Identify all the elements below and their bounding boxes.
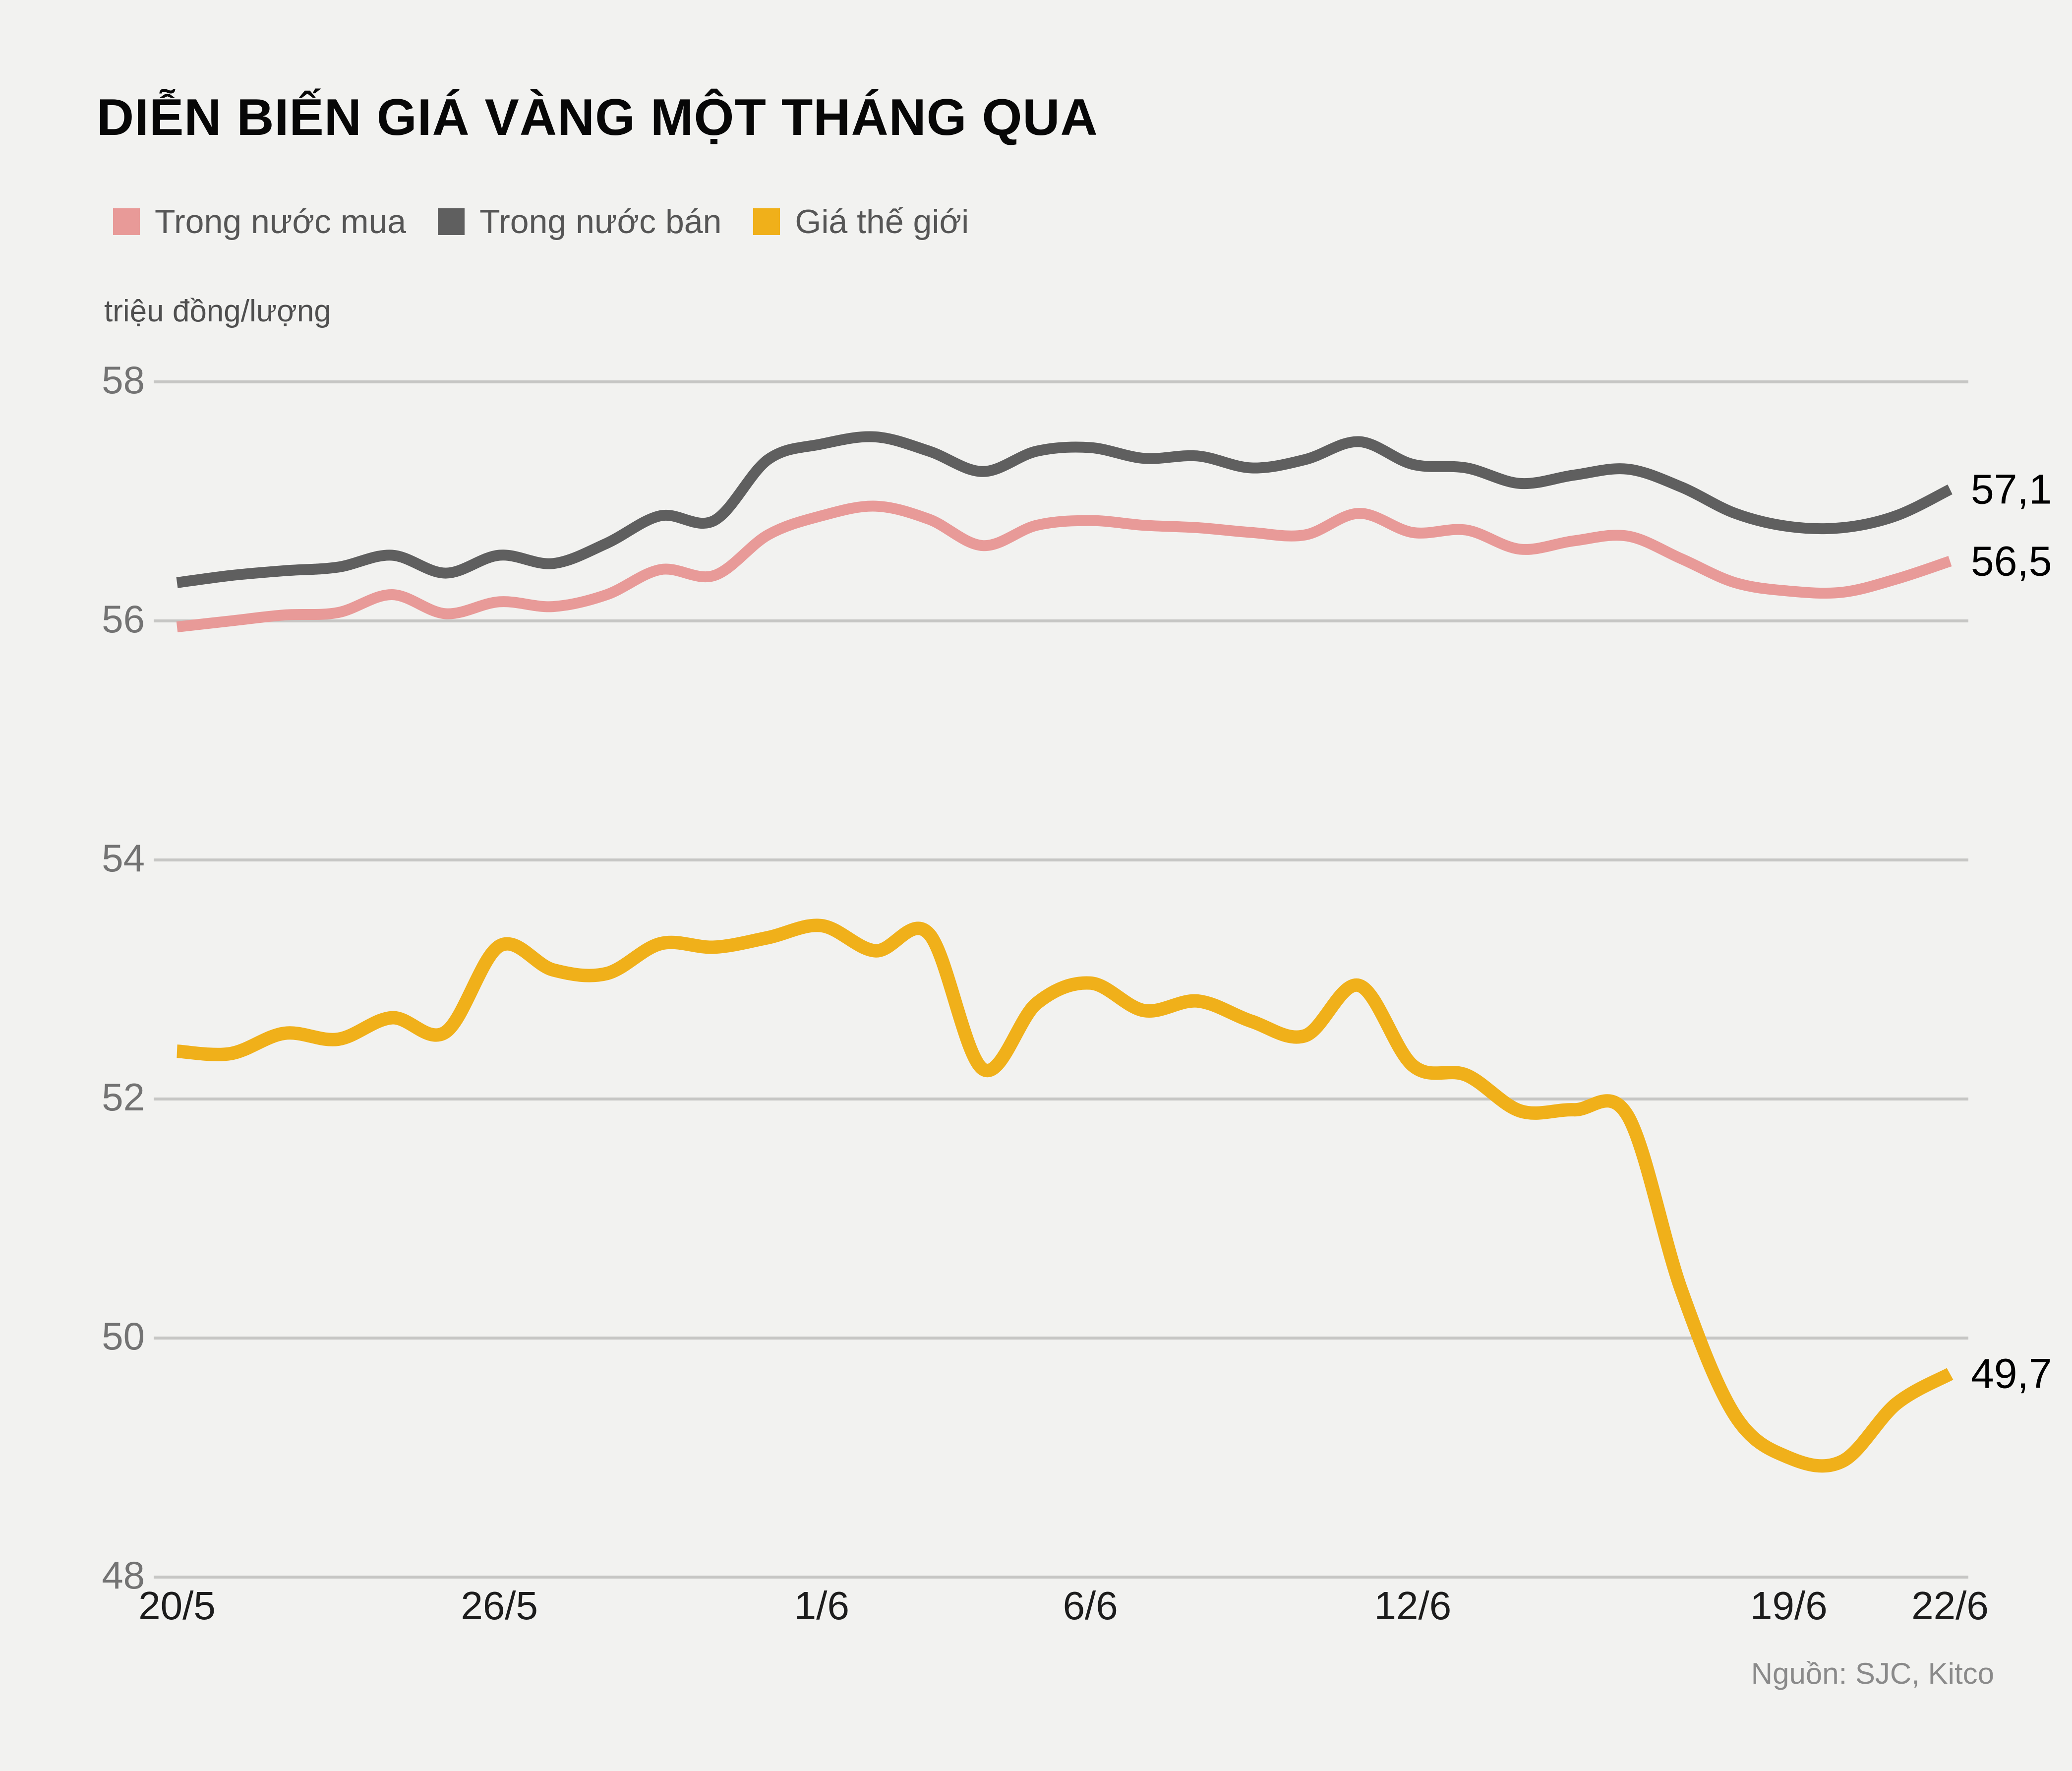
x-axis-tick-label: 26/5 xyxy=(461,1584,538,1628)
series-line-trong-n-c-b-n xyxy=(176,431,1953,588)
legend: Trong nước mua Trong nước bán Giá thế gi… xyxy=(113,202,969,241)
y-axis-tick-label: 58 xyxy=(102,358,145,402)
y-axis-unit-label: triệu đồng/lượng xyxy=(104,294,331,328)
source-credit: Nguồn: SJC, Kitco xyxy=(1751,1657,1994,1690)
series-end-value-label: 57,1 xyxy=(1971,466,2052,513)
series-line-trong-n-c-mua xyxy=(176,500,1952,632)
x-axis-tick-label: 12/6 xyxy=(1374,1584,1452,1628)
y-axis-tick-label: 54 xyxy=(102,836,145,880)
legend-label-world: Giá thế giới xyxy=(795,203,969,241)
legend-label-buy: Trong nước mua xyxy=(155,203,407,241)
page-title: DIỄN BIẾN GIÁ VÀNG MỘT THÁNG QUA xyxy=(97,89,1098,146)
y-axis-tick-label: 48 xyxy=(102,1553,145,1597)
x-axis-tick-label: 6/6 xyxy=(1063,1584,1118,1628)
y-axis-tick-label: 50 xyxy=(102,1314,145,1358)
x-axis-tick-label: 19/6 xyxy=(1750,1584,1828,1628)
legend-label-sell: Trong nước bán xyxy=(479,203,722,241)
series-line-gi-th-gi-i xyxy=(177,918,1954,1473)
x-axis-tick-label: 20/5 xyxy=(138,1584,216,1628)
series-end-value-label: 56,5 xyxy=(1971,538,2052,584)
buy-series-swatch-icon xyxy=(113,208,140,235)
legend-item-world: Giá thế giới xyxy=(753,202,969,241)
y-axis-tick-label: 56 xyxy=(102,597,145,641)
legend-item-buy: Trong nước mua xyxy=(113,202,406,241)
sell-series-swatch-icon xyxy=(438,208,465,235)
x-axis-tick-label: 1/6 xyxy=(794,1584,849,1628)
x-axis-tick-label: 22/6 xyxy=(1911,1584,1989,1628)
legend-item-sell: Trong nước bán xyxy=(438,202,721,241)
y-axis-tick-label: 52 xyxy=(102,1075,145,1119)
series-end-value-label: 49,7 xyxy=(1971,1350,2052,1397)
world-series-swatch-icon xyxy=(753,208,780,235)
